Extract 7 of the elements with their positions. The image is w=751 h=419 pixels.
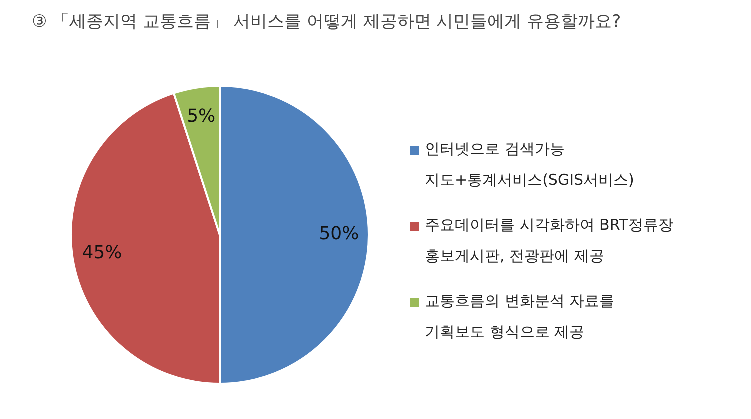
legend-label: 교통흐름의 변화분석 자료를 기획보도 형식으로 제공 xyxy=(425,291,615,343)
legend-label: 주요데이터를 시각화하여 BRT정류장 홍보게시판, 전광판에 제공 xyxy=(425,215,674,267)
data-label: 45% xyxy=(82,242,122,264)
legend-label: 인터넷으로 검색가능 지도+통계서비스(SGIS서비스) xyxy=(425,139,634,191)
chart-title: ③ 「세종지역 교통흐름」 서비스를 어떻게 제공하면 시민들에게 유용할까요? xyxy=(32,11,622,33)
data-label: 5% xyxy=(187,106,216,127)
data-label: 50% xyxy=(319,224,360,245)
